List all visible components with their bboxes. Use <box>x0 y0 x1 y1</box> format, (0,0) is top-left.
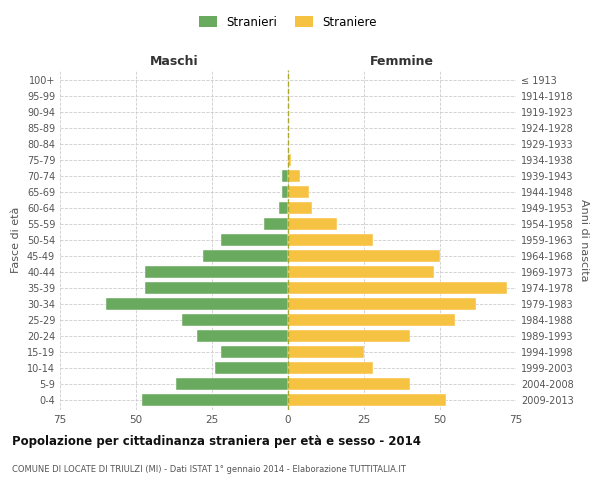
Bar <box>288 282 507 294</box>
Bar <box>145 282 288 294</box>
Bar <box>288 154 291 166</box>
Bar <box>288 202 313 214</box>
Bar <box>288 218 337 230</box>
Bar <box>221 346 288 358</box>
Y-axis label: Anni di nascita: Anni di nascita <box>579 198 589 281</box>
Bar <box>145 266 288 278</box>
Bar <box>203 250 288 262</box>
Text: COMUNE DI LOCATE DI TRIULZI (MI) - Dati ISTAT 1° gennaio 2014 - Elaborazione TUT: COMUNE DI LOCATE DI TRIULZI (MI) - Dati … <box>12 465 406 474</box>
Text: Popolazione per cittadinanza straniera per età e sesso - 2014: Popolazione per cittadinanza straniera p… <box>12 435 421 448</box>
Bar <box>197 330 288 342</box>
Text: Femmine: Femmine <box>370 56 434 68</box>
Bar <box>288 362 373 374</box>
Bar <box>142 394 288 406</box>
Bar <box>263 218 288 230</box>
Bar <box>176 378 288 390</box>
Bar <box>279 202 288 214</box>
Bar <box>288 314 455 326</box>
Bar <box>288 346 364 358</box>
Bar <box>288 394 446 406</box>
Text: Maschi: Maschi <box>149 56 199 68</box>
Bar <box>288 266 434 278</box>
Bar <box>288 250 440 262</box>
Y-axis label: Fasce di età: Fasce di età <box>11 207 21 273</box>
Bar <box>282 170 288 182</box>
Bar <box>288 234 373 246</box>
Bar <box>288 170 300 182</box>
Bar <box>221 234 288 246</box>
Legend: Stranieri, Straniere: Stranieri, Straniere <box>194 11 382 34</box>
Bar <box>215 362 288 374</box>
Bar <box>106 298 288 310</box>
Bar <box>282 186 288 198</box>
Bar <box>288 330 410 342</box>
Bar <box>288 378 410 390</box>
Bar <box>288 186 309 198</box>
Bar <box>182 314 288 326</box>
Bar <box>288 298 476 310</box>
